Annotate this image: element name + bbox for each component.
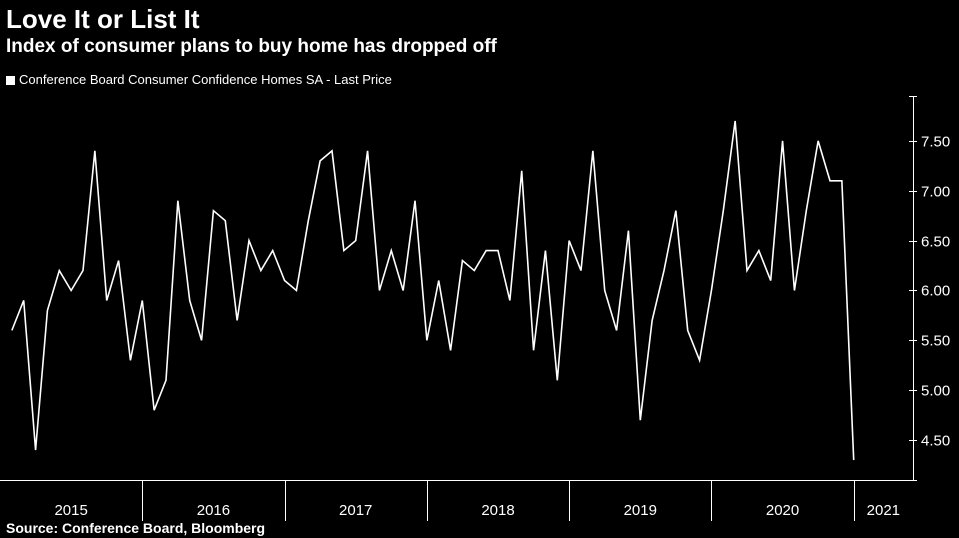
data-point (106, 300, 108, 302)
data-point (177, 200, 179, 202)
data-point (165, 379, 167, 381)
y-tick-label: 7.50 (921, 134, 950, 151)
data-point (675, 210, 677, 212)
data-point (722, 210, 724, 212)
source-note: Source: Conference Board, Bloomberg (6, 520, 266, 536)
y-tick-label: 5.50 (921, 333, 950, 350)
data-point (841, 180, 843, 182)
data-point (213, 210, 215, 212)
data-point (296, 290, 298, 292)
x-tick-label: 2016 (197, 502, 230, 519)
data-point (829, 180, 831, 182)
data-point (331, 150, 333, 152)
legend-label: Conference Board Consumer Confidence Hom… (19, 72, 392, 87)
data-point (248, 240, 250, 242)
data-point (853, 459, 855, 461)
data-point (699, 360, 701, 362)
data-point (130, 360, 132, 362)
data-point (379, 290, 381, 292)
data-point (390, 250, 392, 252)
data-point (94, 150, 96, 152)
data-point (628, 230, 630, 232)
data-point (201, 340, 203, 342)
data-point (236, 320, 238, 322)
data-point (616, 330, 618, 332)
data-point (746, 270, 748, 272)
data-point (284, 280, 286, 282)
series-line-homes (11, 120, 855, 461)
data-point (485, 250, 487, 252)
data-point (438, 280, 440, 282)
data-point (343, 250, 345, 252)
data-point (189, 300, 191, 302)
x-tick-label: 2018 (481, 502, 514, 519)
chart-title: Love It or List It (6, 4, 200, 34)
data-point (758, 250, 760, 252)
data-point (794, 290, 796, 292)
data-point (367, 150, 369, 152)
data-point (770, 280, 772, 282)
data-point (260, 270, 262, 272)
data-point (580, 270, 582, 272)
data-point (805, 210, 807, 212)
data-point (533, 350, 535, 352)
data-point (450, 350, 452, 352)
data-point (11, 330, 13, 332)
data-point (663, 270, 665, 272)
data-point (497, 250, 499, 252)
data-point (782, 140, 784, 142)
data-point (687, 330, 689, 332)
data-point (307, 220, 309, 222)
data-point (58, 270, 60, 272)
data-point (47, 310, 49, 312)
y-tick-label: 4.50 (921, 433, 950, 450)
data-point (817, 140, 819, 142)
y-tick-label: 7.00 (921, 184, 950, 201)
data-point (568, 240, 570, 242)
data-point (153, 409, 155, 411)
data-point (426, 340, 428, 342)
data-point (82, 270, 84, 272)
y-tick-label: 6.00 (921, 283, 950, 300)
data-point (651, 320, 653, 322)
data-point (319, 160, 321, 162)
data-point (509, 300, 511, 302)
data-point (734, 120, 736, 122)
data-point (70, 290, 72, 292)
x-tick-label: 2019 (624, 502, 657, 519)
y-tick-label: 5.00 (921, 383, 950, 400)
y-tick-label: 6.50 (921, 234, 950, 251)
x-tick-label: 2021 (867, 502, 900, 519)
data-point (402, 290, 404, 292)
data-point (414, 200, 416, 202)
x-tick-label: 2017 (339, 502, 372, 519)
chart-subtitle: Index of consumer plans to buy home has … (6, 36, 497, 57)
data-point (35, 449, 37, 451)
x-tick-label: 2015 (54, 502, 87, 519)
data-point (224, 220, 226, 222)
data-point (462, 260, 464, 262)
data-point (639, 419, 641, 421)
data-point (23, 300, 25, 302)
legend: Conference Board Consumer Confidence Hom… (6, 72, 392, 88)
data-point (473, 270, 475, 272)
data-point (545, 250, 547, 252)
x-tick-label: 2020 (766, 502, 799, 519)
data-point (141, 300, 143, 302)
data-point (118, 260, 120, 262)
data-point (604, 290, 606, 292)
data-point (556, 379, 558, 381)
data-point (355, 240, 357, 242)
data-point (711, 290, 713, 292)
legend-swatch (6, 75, 15, 85)
data-point (272, 250, 274, 252)
data-point (592, 150, 594, 152)
data-point (521, 170, 523, 172)
